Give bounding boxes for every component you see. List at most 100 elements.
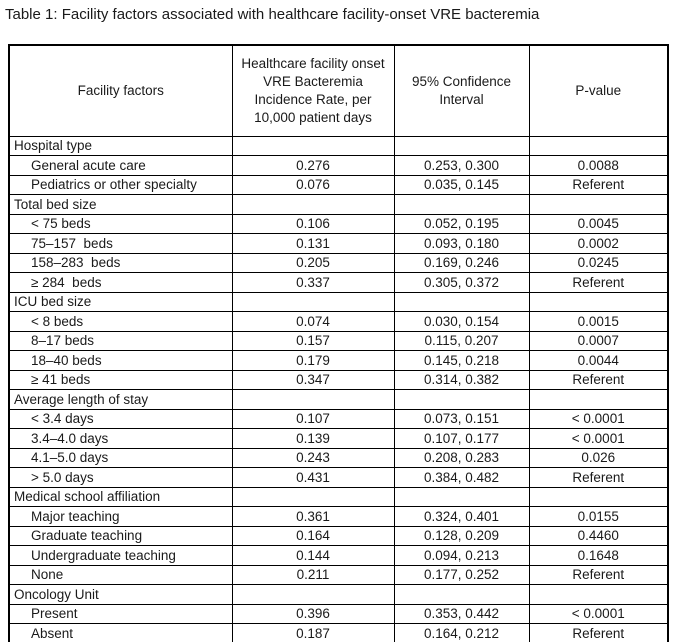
- data-row: 8–17 beds 0.157 0.115, 0.207 0.0007: [8, 330, 669, 351]
- factor-cell: 4.1–5.0 days: [8, 447, 233, 468]
- data-row: Undergraduate teaching 0.144 0.094, 0.213 0…: [8, 545, 669, 566]
- empty-ci-cell: [393, 194, 530, 215]
- empty-pvalue-cell: [528, 486, 669, 507]
- ci-cell: 0.115, 0.207: [393, 330, 530, 351]
- pvalue-cell: 0.0044: [528, 350, 669, 371]
- rate-cell: 0.187: [231, 623, 395, 642]
- ci-cell: 0.384, 0.482: [393, 467, 530, 488]
- pvalue-cell: Referent: [528, 272, 669, 293]
- pvalue-cell: Referent: [528, 174, 669, 195]
- ci-cell: 0.253, 0.300: [393, 155, 530, 176]
- pvalue-cell: Referent: [528, 623, 669, 642]
- empty-pvalue-cell: [528, 389, 669, 410]
- factor-cell: Pediatrics or other specialty: [8, 174, 233, 195]
- factor-cell: Present: [8, 603, 233, 624]
- section-label: Oncology Unit: [8, 584, 233, 605]
- header-row: Facility factors Healthcare facility ons…: [8, 44, 669, 137]
- rate-cell: 0.347: [231, 369, 395, 390]
- rate-cell: 0.361: [231, 506, 395, 527]
- data-row: > 5.0 days 0.431 0.384, 0.482 Referent: [8, 467, 669, 488]
- ci-cell: 0.073, 0.151: [393, 408, 530, 429]
- data-row: < 75 beds 0.106 0.052, 0.195 0.0045: [8, 213, 669, 234]
- data-row: < 8 beds 0.074 0.030, 0.154 0.0015: [8, 311, 669, 332]
- factor-cell: < 8 beds: [8, 311, 233, 332]
- ci-cell: 0.305, 0.372: [393, 272, 530, 293]
- rate-cell: 0.144: [231, 545, 395, 566]
- ci-cell: 0.169, 0.246: [393, 252, 530, 273]
- pvalue-cell: < 0.0001: [528, 408, 669, 429]
- empty-rate-cell: [231, 291, 395, 312]
- empty-pvalue-cell: [528, 194, 669, 215]
- factor-cell: None: [8, 564, 233, 585]
- pvalue-cell: Referent: [528, 467, 669, 488]
- factor-cell: ≥ 41 beds: [8, 369, 233, 390]
- ci-cell: 0.353, 0.442: [393, 603, 530, 624]
- empty-ci-cell: [393, 584, 530, 605]
- pvalue-cell: 0.0045: [528, 213, 669, 234]
- facility-factors-table: Facility factors Healthcare facility ons…: [8, 44, 669, 642]
- data-row: ≥ 41 beds 0.347 0.314, 0.382 Referent: [8, 369, 669, 390]
- factor-cell: < 75 beds: [8, 213, 233, 234]
- empty-rate-cell: [231, 389, 395, 410]
- empty-pvalue-cell: [528, 135, 669, 156]
- section-row: ICU bed size: [8, 291, 669, 312]
- rate-cell: 0.164: [231, 525, 395, 546]
- factor-cell: > 5.0 days: [8, 467, 233, 488]
- section-label: Medical school affiliation: [8, 486, 233, 507]
- ci-cell: 0.094, 0.213: [393, 545, 530, 566]
- ci-cell: 0.177, 0.252: [393, 564, 530, 585]
- factor-cell: 18–40 beds: [8, 350, 233, 371]
- ci-cell: 0.107, 0.177: [393, 428, 530, 449]
- data-row: Absent 0.187 0.164, 0.212 Referent: [8, 623, 669, 642]
- ci-cell: 0.035, 0.145: [393, 174, 530, 195]
- section-row: Hospital type: [8, 135, 669, 156]
- factor-cell: 8–17 beds: [8, 330, 233, 351]
- header-p-value: P-value: [528, 44, 669, 137]
- rate-cell: 0.131: [231, 233, 395, 254]
- data-row: General acute care 0.276 0.253, 0.300 0.008…: [8, 155, 669, 176]
- empty-ci-cell: [393, 135, 530, 156]
- empty-ci-cell: [393, 389, 530, 410]
- data-row: None 0.211 0.177, 0.252 Referent: [8, 564, 669, 585]
- factor-cell: ≥ 284 beds: [8, 272, 233, 293]
- data-row: 18–40 beds 0.179 0.145, 0.218 0.0044: [8, 350, 669, 371]
- section-label: Average length of stay: [8, 389, 233, 410]
- factor-cell: General acute care: [8, 155, 233, 176]
- section-row: Oncology Unit: [8, 584, 669, 605]
- data-row: Pediatrics or other specialty 0.076 0.035,…: [8, 174, 669, 195]
- ci-cell: 0.030, 0.154: [393, 311, 530, 332]
- factor-cell: Major teaching: [8, 506, 233, 527]
- data-row: 158–283 beds 0.205 0.169, 0.246 0.0245: [8, 252, 669, 273]
- rate-cell: 0.157: [231, 330, 395, 351]
- factor-cell: Undergraduate teaching: [8, 545, 233, 566]
- factor-cell: 75–157 beds: [8, 233, 233, 254]
- data-row: Graduate teaching 0.164 0.128, 0.209 0.4460: [8, 525, 669, 546]
- empty-pvalue-cell: [528, 584, 669, 605]
- data-row: 3.4–4.0 days 0.139 0.107, 0.177 < 0.0001: [8, 428, 669, 449]
- pvalue-cell: Referent: [528, 369, 669, 390]
- section-row: Average length of stay: [8, 389, 669, 410]
- factor-cell: 158–283 beds: [8, 252, 233, 273]
- header-confidence-interval: 95% Confidence Interval: [393, 44, 530, 137]
- rate-cell: 0.205: [231, 252, 395, 273]
- rate-cell: 0.179: [231, 350, 395, 371]
- rate-cell: 0.243: [231, 447, 395, 468]
- pvalue-cell: 0.0015: [528, 311, 669, 332]
- ci-cell: 0.128, 0.209: [393, 525, 530, 546]
- header-incidence-rate: Healthcare facility onset VRE Bacteremia…: [231, 44, 395, 137]
- factor-cell: < 3.4 days: [8, 408, 233, 429]
- rate-cell: 0.276: [231, 155, 395, 176]
- pvalue-cell: < 0.0001: [528, 428, 669, 449]
- ci-cell: 0.093, 0.180: [393, 233, 530, 254]
- empty-ci-cell: [393, 486, 530, 507]
- ci-cell: 0.164, 0.212: [393, 623, 530, 642]
- ci-cell: 0.145, 0.218: [393, 350, 530, 371]
- pvalue-cell: 0.0007: [528, 330, 669, 351]
- rate-cell: 0.211: [231, 564, 395, 585]
- empty-rate-cell: [231, 135, 395, 156]
- ci-cell: 0.314, 0.382: [393, 369, 530, 390]
- ci-cell: 0.052, 0.195: [393, 213, 530, 234]
- rate-cell: 0.139: [231, 428, 395, 449]
- table-caption: Table 1: Facility factors associated wit…: [5, 6, 540, 23]
- pvalue-cell: 0.0155: [528, 506, 669, 527]
